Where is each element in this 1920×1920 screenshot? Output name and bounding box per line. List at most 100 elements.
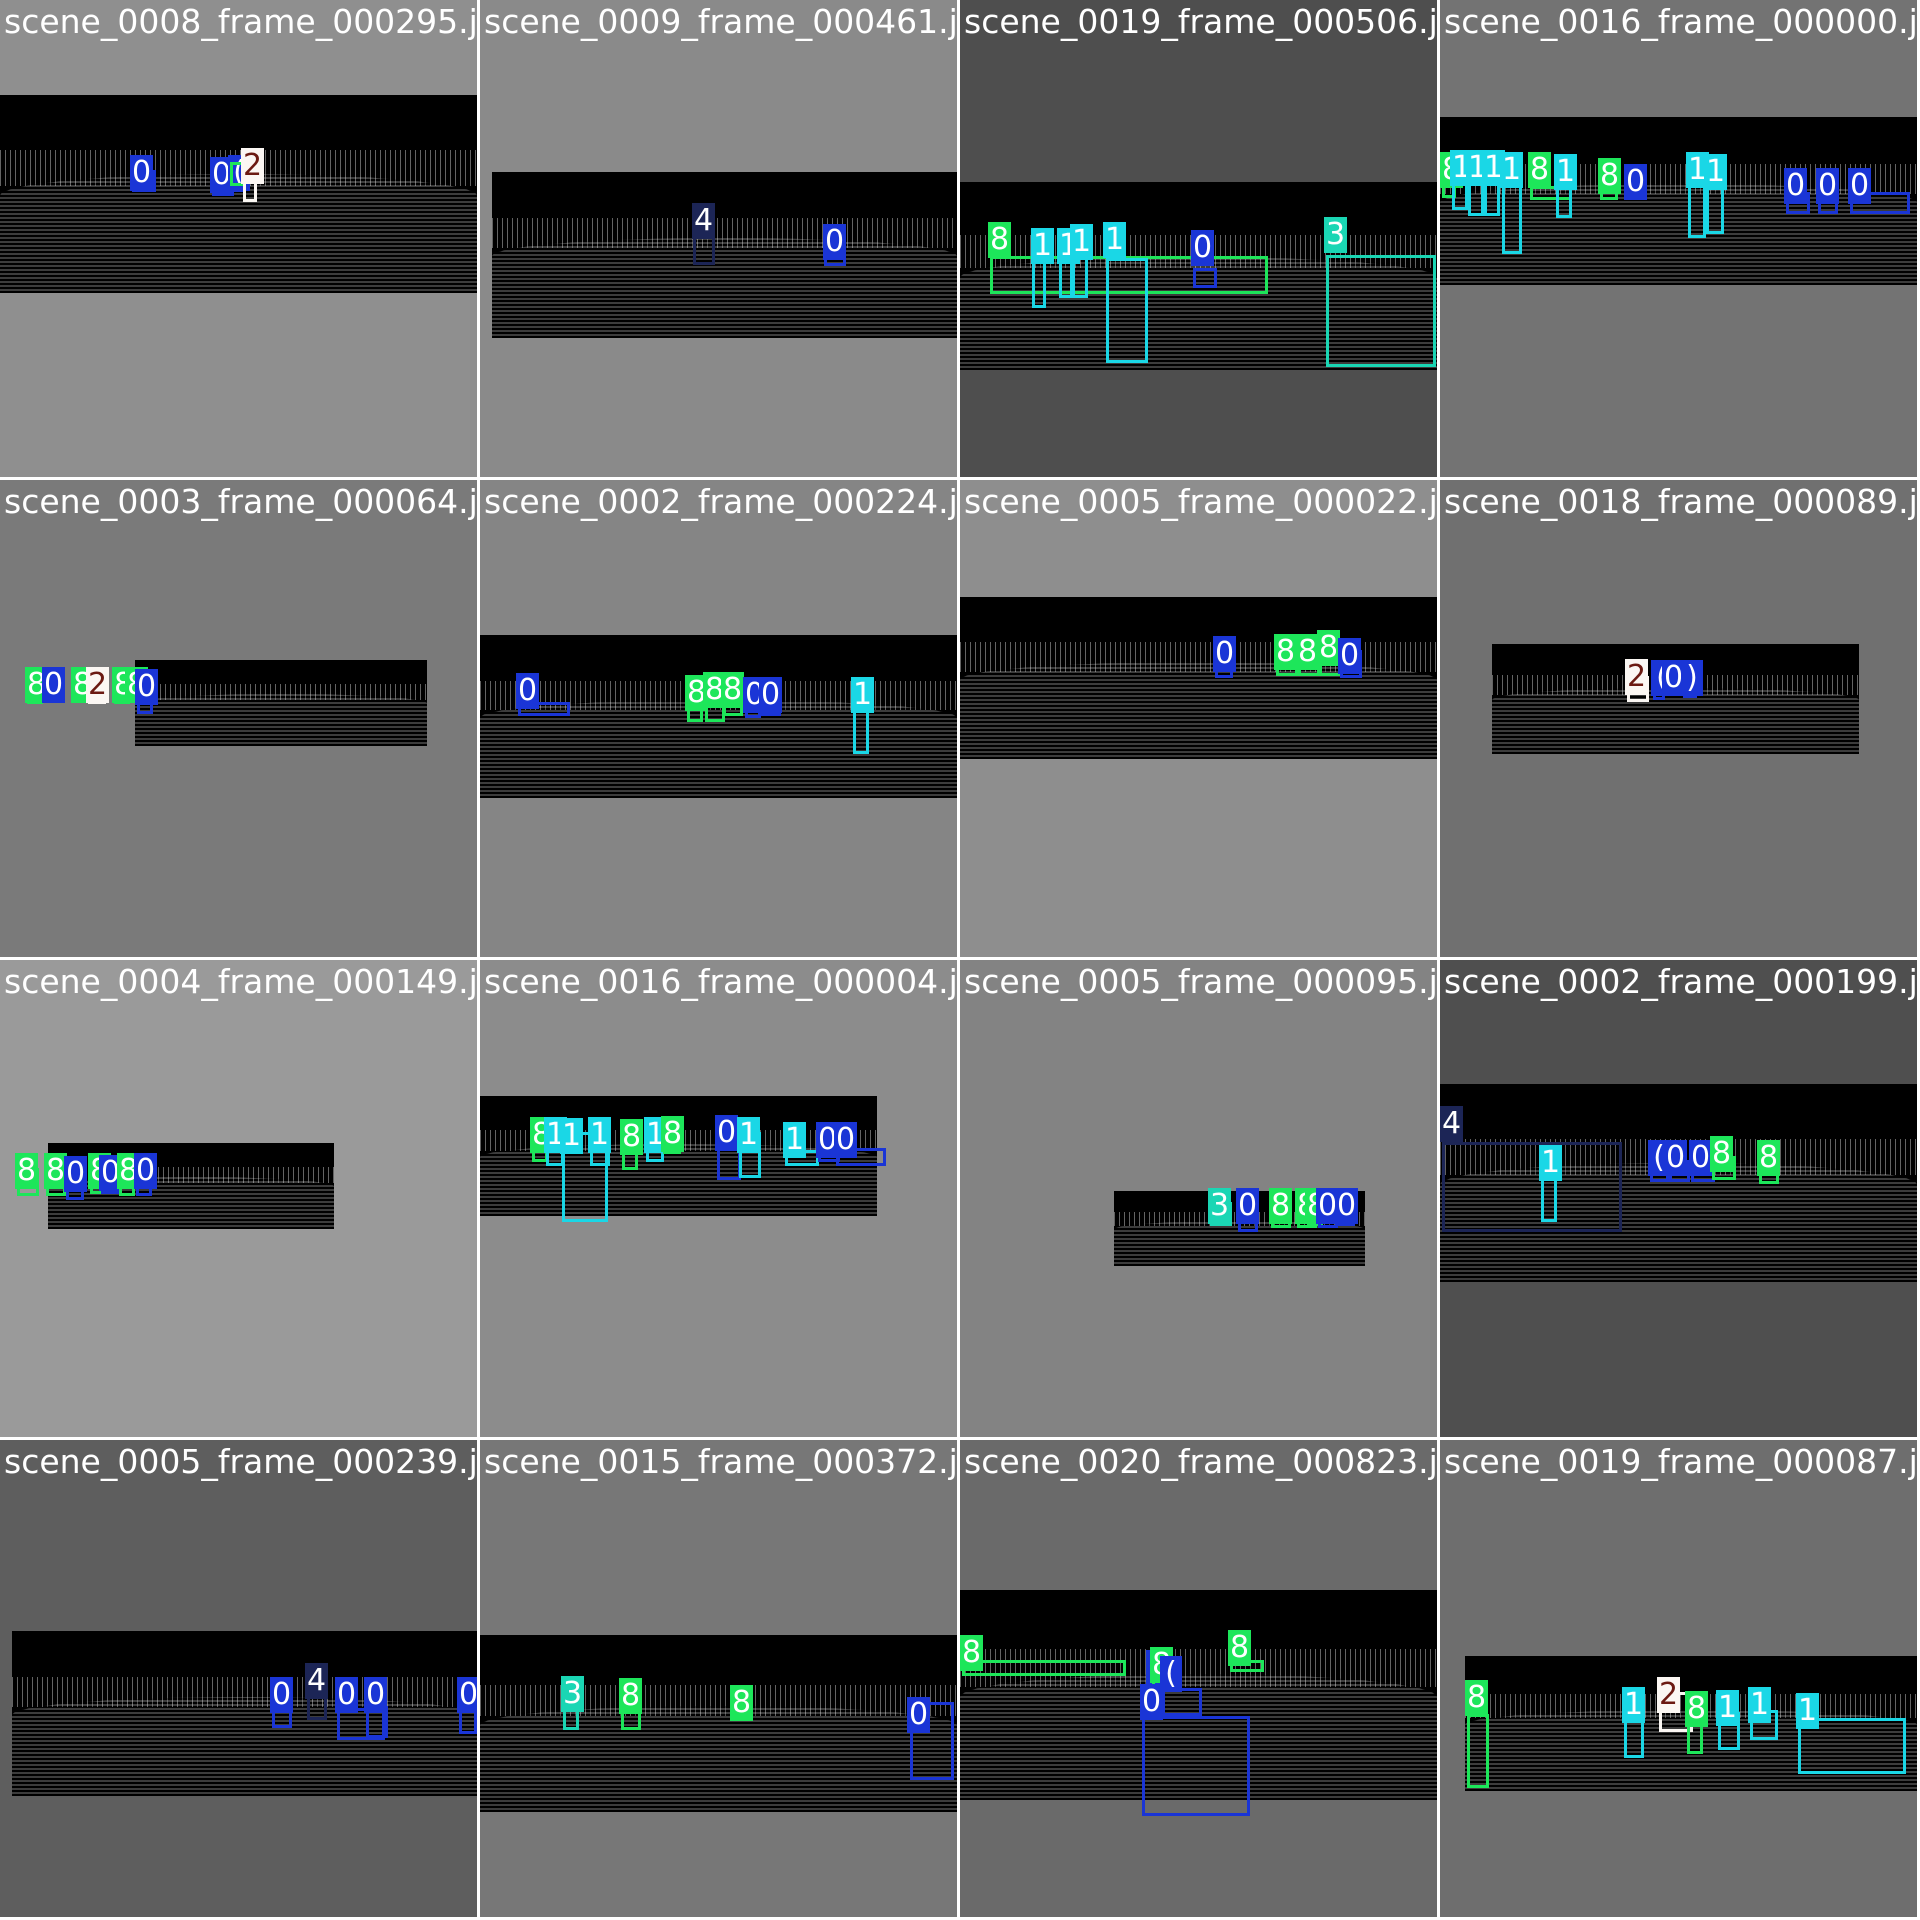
tile-filename: scene_0019_frame_000506.jpg (964, 2, 1437, 41)
detection-class-label: 1 (737, 1117, 761, 1153)
point-cloud-ground (960, 661, 1437, 759)
point-cloud-ground (960, 257, 1437, 370)
lidar-range-image (0, 95, 477, 293)
detection-class-label: 8 (685, 675, 709, 711)
detection-class-label: 2 (1657, 1677, 1681, 1713)
lidar-range-image (135, 660, 427, 746)
detection-class-label: 0 (42, 667, 66, 703)
detection-class-label: 8 (620, 1119, 644, 1155)
image-tile: 0 0(2 scene_0008_frame_000295.jpg (0, 0, 477, 477)
tile-filename: scene_0016_frame_000004.jpg (484, 962, 957, 1001)
point-cloud-ground (135, 694, 427, 746)
tile-filename: scene_0016_frame_000000.jpg (1444, 2, 1917, 41)
detection-class-label: 8 (1528, 152, 1552, 188)
detection-class-label: 0 (1236, 1188, 1260, 1224)
detection-class-label: ( (1160, 1656, 1182, 1692)
tile-filename: scene_0018_frame_000089.jpg (1444, 482, 1917, 521)
detection-class-label: 1 (1622, 1687, 1646, 1723)
detection-class-label: 2 (86, 667, 110, 703)
detection-class-label: 0 (1335, 1188, 1359, 1224)
detection-class-label: 1 (1716, 1690, 1740, 1726)
detection-class-label: 0 (1816, 168, 1840, 204)
detection-class-label: 3 (1208, 1188, 1232, 1224)
detection-class-label: 2 (241, 148, 265, 184)
image-tile: 2(0)scene_0018_frame_000089.jpg (1440, 480, 1917, 957)
detection-class-label: 8 (1317, 630, 1341, 666)
image-tile: 0 8 8 8 0 scene_0005_frame_000022.jpg (960, 480, 1437, 957)
detection-box (1467, 1714, 1489, 1788)
detection-class-label: 8 (1274, 634, 1298, 670)
lidar-range-image (1440, 1084, 1917, 1282)
image-tile: 8 1 1 1 1 0 3 scene_0019_frame_000506.jpg (960, 0, 1437, 477)
detection-class-label: 0 (1664, 1140, 1688, 1176)
image-tile: 3088800scene_0005_frame_000095.jpg (960, 960, 1437, 1437)
detection-class-label: 4 (305, 1663, 329, 1699)
detection-class-label: 0 (1213, 636, 1237, 672)
image-tile: 8808080scene_0004_frame_000149.jpg (0, 960, 477, 1437)
tile-filename: scene_0002_frame_000199.jpg (1444, 962, 1917, 1001)
detection-class-label: 8 (988, 222, 1012, 258)
detection-class-label: 8 (44, 1153, 68, 1189)
detection-class-label: 0 (907, 1697, 931, 1733)
detection-class-label: 8 (619, 1678, 643, 1714)
detection-class-label: 1 (1539, 1145, 1563, 1181)
detection-class-label: 0 (1338, 638, 1362, 674)
image-tile: 81111818011000scene_0016_frame_000000.jp… (1440, 0, 1917, 477)
tile-filename: scene_0003_frame_000064.jpg (4, 482, 477, 521)
tile-filename: scene_0005_frame_000022.jpg (964, 482, 1437, 521)
point-cloud-ground (960, 1674, 1437, 1800)
detection-class-label: 0 (1784, 168, 1808, 204)
detection-box (1162, 1688, 1202, 1716)
detection-box (562, 1132, 608, 1222)
detection-class-label: 8 (1598, 158, 1622, 194)
detection-class-label: 1 (783, 1122, 807, 1158)
detection-class-label: 1 (1686, 152, 1710, 188)
detection-class-label: 1 (1554, 154, 1578, 190)
detection-class-label: 0 (816, 1122, 840, 1158)
detection-class-label: 8 (721, 672, 745, 708)
detection-class-label: 0 (270, 1677, 294, 1713)
point-cloud-ground (480, 1705, 957, 1812)
detection-class-label: 0 (130, 155, 154, 191)
detection-box (1326, 255, 1436, 367)
detection-class-label: 0 (134, 1153, 158, 1189)
lidar-range-image (12, 1631, 477, 1796)
detection-class-label: 0 (823, 224, 847, 260)
lidar-range-image (960, 1590, 1437, 1800)
detection-class-label: 1 (560, 1118, 584, 1154)
detection-box (1193, 268, 1217, 288)
image-tile: 4 0 scene_0009_frame_000461.jpg (480, 0, 957, 477)
detection-class-label: 0 (1662, 660, 1686, 696)
image-tile: 0 8 8 8 0 0 1 scene_0002_frame_000224.jpg (480, 480, 957, 957)
detection-class-label: 8 (15, 1153, 39, 1189)
detection-class-label: 8 (703, 672, 727, 708)
image-tile: 8082880scene_0003_frame_000064.jpg (0, 480, 477, 957)
detection-class-label: 0 (1848, 168, 1872, 204)
tile-filename: scene_0015_frame_000372.jpg (484, 1442, 957, 1481)
detection-class-label: 1 (1103, 222, 1127, 258)
detection-box (518, 702, 570, 716)
detection-class-label: 4 (1440, 1106, 1464, 1142)
detection-box (1442, 1142, 1622, 1232)
detection-class-label: 8 (1685, 1691, 1709, 1727)
point-cloud-ground (480, 700, 957, 798)
detection-class-label: 0 (457, 1677, 477, 1713)
image-tile: 8 1 1 1 8 1 8 0 1 1 0 0 scene_0016_frame_000004.jpg (480, 960, 957, 1437)
detection-class-label: 0 (834, 1122, 858, 1158)
detection-class-label: 4 (692, 203, 716, 239)
tile-filename: scene_0009_frame_000461.jpg (484, 2, 957, 41)
detection-class-label: 0 (210, 157, 234, 193)
detection-class-label: ) (1681, 660, 1703, 696)
detection-class-label: 1 (1796, 1693, 1820, 1729)
detection-class-label: 1 (1482, 150, 1506, 186)
detection-class-label: 1 (851, 677, 875, 713)
detection-box (1798, 1718, 1906, 1774)
detection-class-label: 1 (1031, 228, 1055, 264)
tile-filename: scene_0004_frame_000149.jpg (4, 962, 477, 1001)
detection-class-label: 0 (335, 1677, 359, 1713)
lidar-range-image (492, 172, 957, 338)
detection-class-label: 0 (715, 1115, 739, 1151)
detection-class-label: 8 (1757, 1140, 1781, 1176)
